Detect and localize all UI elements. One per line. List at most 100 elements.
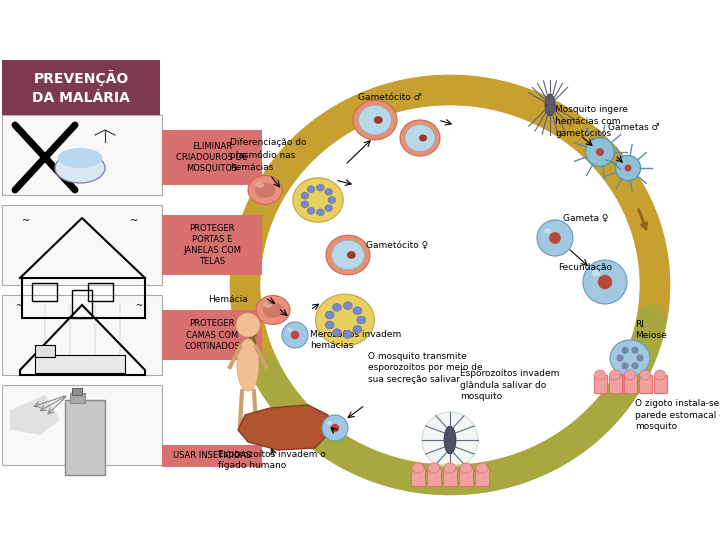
Bar: [35, 345, 55, 357]
Bar: [593, 375, 606, 393]
Circle shape: [631, 362, 639, 369]
Text: Mosquito ingere
hemácias com
gametócitos: Mosquito ingere hemácias com gametócitos: [555, 105, 628, 138]
Ellipse shape: [444, 463, 456, 473]
Ellipse shape: [476, 463, 488, 473]
Bar: [32, 283, 57, 301]
Bar: [22, 278, 145, 318]
FancyBboxPatch shape: [162, 130, 262, 185]
FancyBboxPatch shape: [2, 205, 162, 285]
Text: Gameta ♀: Gameta ♀: [563, 213, 608, 222]
Text: USAR INSETICIDAS: USAR INSETICIDAS: [173, 451, 251, 461]
Ellipse shape: [256, 182, 264, 188]
Ellipse shape: [287, 328, 292, 332]
Ellipse shape: [263, 302, 283, 318]
Ellipse shape: [405, 125, 435, 152]
Circle shape: [636, 354, 644, 362]
Text: Esporozoítos invadem o
fígado humano: Esporozoítos invadem o fígado humano: [218, 450, 325, 470]
Circle shape: [631, 347, 639, 354]
Ellipse shape: [301, 201, 309, 207]
Bar: [88, 283, 113, 301]
Ellipse shape: [307, 207, 315, 214]
Ellipse shape: [353, 307, 362, 315]
Bar: [70, 393, 85, 403]
Ellipse shape: [58, 148, 102, 168]
Bar: [654, 375, 667, 393]
Ellipse shape: [460, 463, 472, 473]
Ellipse shape: [616, 156, 641, 180]
Bar: [72, 290, 92, 318]
Circle shape: [621, 347, 629, 354]
Text: Gametas ♂: Gametas ♂: [608, 124, 660, 132]
Ellipse shape: [343, 330, 352, 338]
Text: ~: ~: [15, 301, 22, 310]
Text: O mosquito transmite
esporozoítos por meio de
sua secreção salivar: O mosquito transmite esporozoítos por me…: [368, 352, 482, 384]
Polygon shape: [10, 395, 60, 435]
Ellipse shape: [353, 326, 362, 333]
FancyBboxPatch shape: [2, 295, 162, 375]
Polygon shape: [238, 405, 330, 450]
Text: PROTEGER
CAMAS COM
CORTINADOS: PROTEGER CAMAS COM CORTINADOS: [184, 319, 240, 350]
Text: Fecundação: Fecundação: [558, 264, 612, 273]
Ellipse shape: [248, 176, 282, 205]
Text: PROTEGER
PORTAS E
JANELAS COM
TELAS: PROTEGER PORTAS E JANELAS COM TELAS: [183, 224, 241, 266]
Ellipse shape: [237, 339, 259, 391]
Circle shape: [422, 412, 478, 468]
Ellipse shape: [55, 153, 105, 183]
Ellipse shape: [343, 302, 352, 309]
Ellipse shape: [282, 322, 308, 348]
FancyBboxPatch shape: [2, 60, 160, 115]
Ellipse shape: [537, 220, 573, 256]
FancyBboxPatch shape: [162, 215, 262, 275]
Ellipse shape: [359, 105, 392, 135]
Ellipse shape: [325, 205, 333, 211]
Ellipse shape: [585, 138, 614, 166]
Text: Gametócito ♀: Gametócito ♀: [366, 240, 428, 249]
Bar: [624, 375, 636, 393]
Ellipse shape: [549, 232, 561, 244]
Bar: [459, 468, 473, 486]
Ellipse shape: [654, 370, 665, 380]
Ellipse shape: [357, 316, 366, 324]
Circle shape: [616, 354, 624, 362]
Ellipse shape: [264, 302, 272, 308]
Text: Diferenciação do
plasmódio nas
hemácias: Diferenciação do plasmódio nas hemácias: [230, 138, 307, 172]
Ellipse shape: [333, 329, 341, 336]
Text: RI
Meiose: RI Meiose: [635, 320, 667, 340]
Ellipse shape: [325, 188, 333, 195]
Ellipse shape: [255, 183, 275, 198]
Ellipse shape: [598, 275, 612, 289]
Ellipse shape: [317, 184, 324, 191]
Bar: [608, 375, 621, 393]
Ellipse shape: [400, 120, 440, 156]
Ellipse shape: [428, 463, 440, 473]
Ellipse shape: [610, 340, 650, 376]
Ellipse shape: [639, 370, 650, 380]
Text: O zigoto instala-se na
parede estomacal do
mosquito: O zigoto instala-se na parede estomacal …: [635, 399, 720, 431]
Circle shape: [236, 313, 260, 337]
Text: Esporozoítos invadem
glândula salivar do
mosquito: Esporozoítos invadem glândula salivar do…: [460, 369, 559, 401]
Ellipse shape: [326, 235, 370, 275]
Text: Hemácia: Hemácia: [208, 295, 248, 305]
Bar: [443, 468, 457, 486]
Ellipse shape: [333, 303, 341, 312]
Ellipse shape: [301, 192, 309, 199]
Bar: [65, 400, 105, 475]
Text: ~: ~: [130, 216, 138, 226]
Text: Gametócito ♂: Gametócito ♂: [358, 93, 422, 103]
FancyBboxPatch shape: [162, 445, 262, 467]
Ellipse shape: [331, 240, 364, 270]
Ellipse shape: [444, 426, 456, 454]
Bar: [639, 375, 652, 393]
Ellipse shape: [596, 148, 604, 156]
Ellipse shape: [610, 370, 621, 380]
Ellipse shape: [412, 463, 424, 473]
Text: Merozoítos invadem
hemácias: Merozoítos invadem hemácias: [310, 329, 401, 350]
Bar: [427, 468, 441, 486]
Ellipse shape: [544, 228, 552, 233]
Ellipse shape: [325, 311, 334, 319]
Bar: [35, 355, 125, 373]
Ellipse shape: [307, 186, 315, 193]
Bar: [475, 468, 489, 486]
Ellipse shape: [330, 424, 339, 432]
Ellipse shape: [328, 197, 336, 204]
